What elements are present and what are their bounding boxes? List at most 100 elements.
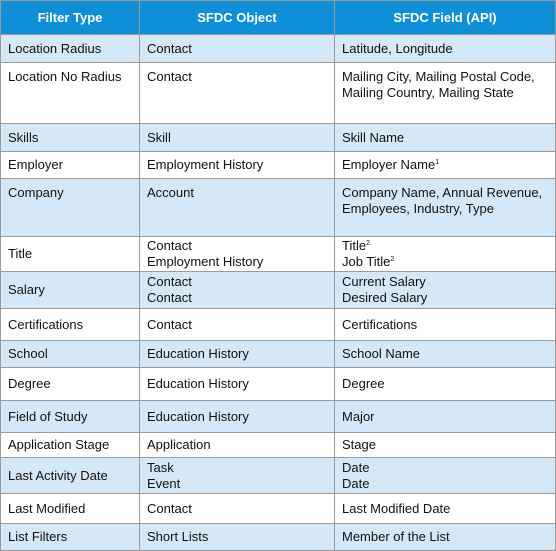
cell-line: Title: [8, 246, 33, 261]
table-cell: Location No Radius: [0, 62, 140, 124]
cell-line: Application: [147, 437, 211, 452]
footnote-mark: 2: [366, 240, 370, 247]
cell-line: Last Modified Date: [342, 500, 451, 516]
cell-line: Mailing City, Mailing Postal Code, Maili…: [342, 69, 535, 100]
cell-line: Location Radius: [8, 40, 102, 56]
cell-line: Latitude, Longitude: [342, 40, 453, 56]
cell-text: Title: [342, 238, 367, 253]
cell-line: Task: [147, 459, 174, 475]
footnote-mark: 1: [435, 159, 440, 166]
cell-line: Employer: [8, 157, 63, 172]
table-cell: Last Modified Date: [334, 493, 556, 524]
cell-line: Application Stage: [8, 437, 110, 452]
table-cell: Mailing City, Mailing Postal Code, Maili…: [334, 62, 556, 124]
cell-line: Contact: [147, 40, 192, 56]
table-cell: Contact Employment History: [139, 236, 335, 272]
cell-line: Degree: [342, 376, 385, 391]
cell-line: Stage: [342, 437, 376, 452]
cell-line: Degree: [8, 376, 51, 391]
table-cell: Skill Name: [334, 123, 556, 152]
table-cell: Location Radius: [0, 34, 140, 63]
table-cell: Account: [139, 178, 335, 237]
table-row: Degree Education History Degree: [0, 367, 556, 401]
cell-line: Account: [147, 185, 194, 200]
table-cell: Employment History: [139, 151, 335, 179]
cell-line: Major: [342, 408, 375, 424]
cell-line: Job Title2: [342, 254, 548, 270]
table-cell: List Filters: [0, 523, 140, 551]
table-row: Field of Study Education History Major: [0, 400, 556, 433]
table-row: Location Radius Contact Latitude, Longitud…: [0, 34, 556, 63]
cell-line: Contact: [147, 274, 192, 289]
cell-line: Field of Study: [8, 408, 88, 424]
table-cell: Task Event: [139, 457, 335, 494]
table-cell: Company Name, Annual Revenue, Employees,…: [334, 178, 556, 237]
table-row: Last Modified Contact Last Modified Date: [0, 493, 556, 524]
table-row: Company Account Company Name, Annual Reven…: [0, 178, 556, 237]
table-cell: Title: [0, 236, 140, 272]
table-cell: Employer Name1: [334, 151, 556, 179]
column-header: SFDC Object: [139, 0, 335, 35]
cell-line: Date: [342, 475, 370, 491]
cell-line: Company Name, Annual Revenue, Employees,…: [342, 185, 543, 216]
table-cell: Date Date: [334, 457, 556, 494]
cell-line: Certifications: [8, 316, 84, 332]
table-cell: Title2 Job Title2: [334, 236, 556, 272]
table-row: Last Activity Date Task Event Date Date: [0, 457, 556, 494]
cell-line: Employment History: [147, 157, 264, 172]
table-row: Application Stage Application Stage: [0, 432, 556, 458]
table-cell: Stage: [334, 432, 556, 458]
table-cell: Degree: [334, 367, 556, 401]
table-cell: Major: [334, 400, 556, 433]
cell-line: Employment History: [147, 254, 264, 269]
table-cell: Skills: [0, 123, 140, 152]
column-header: SFDC Field (API): [334, 0, 556, 35]
cell-line: Contact: [147, 69, 192, 84]
cell-line: Last Modified: [8, 500, 86, 516]
cell-line: Member of the List: [342, 529, 450, 544]
cell-line: Date: [342, 459, 370, 475]
table-cell: Education History: [139, 340, 335, 368]
table-cell: Contact: [139, 493, 335, 524]
table-cell: Current Salary Desired Salary: [334, 271, 556, 309]
cell-line: Location No Radius: [8, 69, 122, 84]
cell-line: Desired Salary: [342, 290, 428, 305]
table-cell: Education History: [139, 400, 335, 433]
cell-line: Contact: [147, 500, 192, 516]
table-body: Location Radius Contact Latitude, Longitud…: [0, 34, 556, 551]
cell-line: Skills: [8, 129, 39, 145]
cell-line: Skill: [147, 129, 171, 145]
table-cell: Contact Contact: [139, 271, 335, 309]
cell-line: School: [8, 346, 48, 361]
header-row: Filter Type SFDC Object SFDC Field (API): [0, 0, 556, 35]
table-cell: Education History: [139, 367, 335, 401]
table-cell: Last Activity Date: [0, 457, 140, 494]
table-row: School Education History School Name: [0, 340, 556, 368]
table-cell: Contact: [139, 62, 335, 124]
table-row: Salary Contact Contact Current Salary Desire…: [0, 271, 556, 309]
table-row: Skills Skill Skill Name: [0, 123, 556, 152]
cell-line: Company: [8, 185, 64, 200]
table-cell: Skill: [139, 123, 335, 152]
table-cell: School Name: [334, 340, 556, 368]
table-cell: Certifications: [0, 308, 140, 341]
cell-line: Education History: [147, 346, 249, 361]
cell-line: Contact: [147, 316, 192, 332]
cell-text: Job Title: [342, 254, 391, 269]
table-cell: Last Modified: [0, 493, 140, 524]
cell-line: Contact: [147, 238, 192, 253]
cell-line: School Name: [342, 346, 421, 361]
cell-text: Employer Name: [342, 157, 436, 172]
cell-line: Certifications: [342, 316, 418, 332]
cell-line: Education History: [147, 408, 249, 424]
table-row: Certifications Contact Certifications: [0, 308, 556, 341]
cell-line: Current Salary: [342, 274, 426, 289]
table-cell: Contact: [139, 34, 335, 63]
cell-line: Skill Name: [342, 129, 405, 145]
cell-line: Salary: [8, 282, 45, 297]
table-cell: Latitude, Longitude: [334, 34, 556, 63]
cell-line: Short Lists: [147, 529, 209, 544]
table-cell: Short Lists: [139, 523, 335, 551]
table-row: Location No Radius Contact Mailing City, M…: [0, 62, 556, 124]
